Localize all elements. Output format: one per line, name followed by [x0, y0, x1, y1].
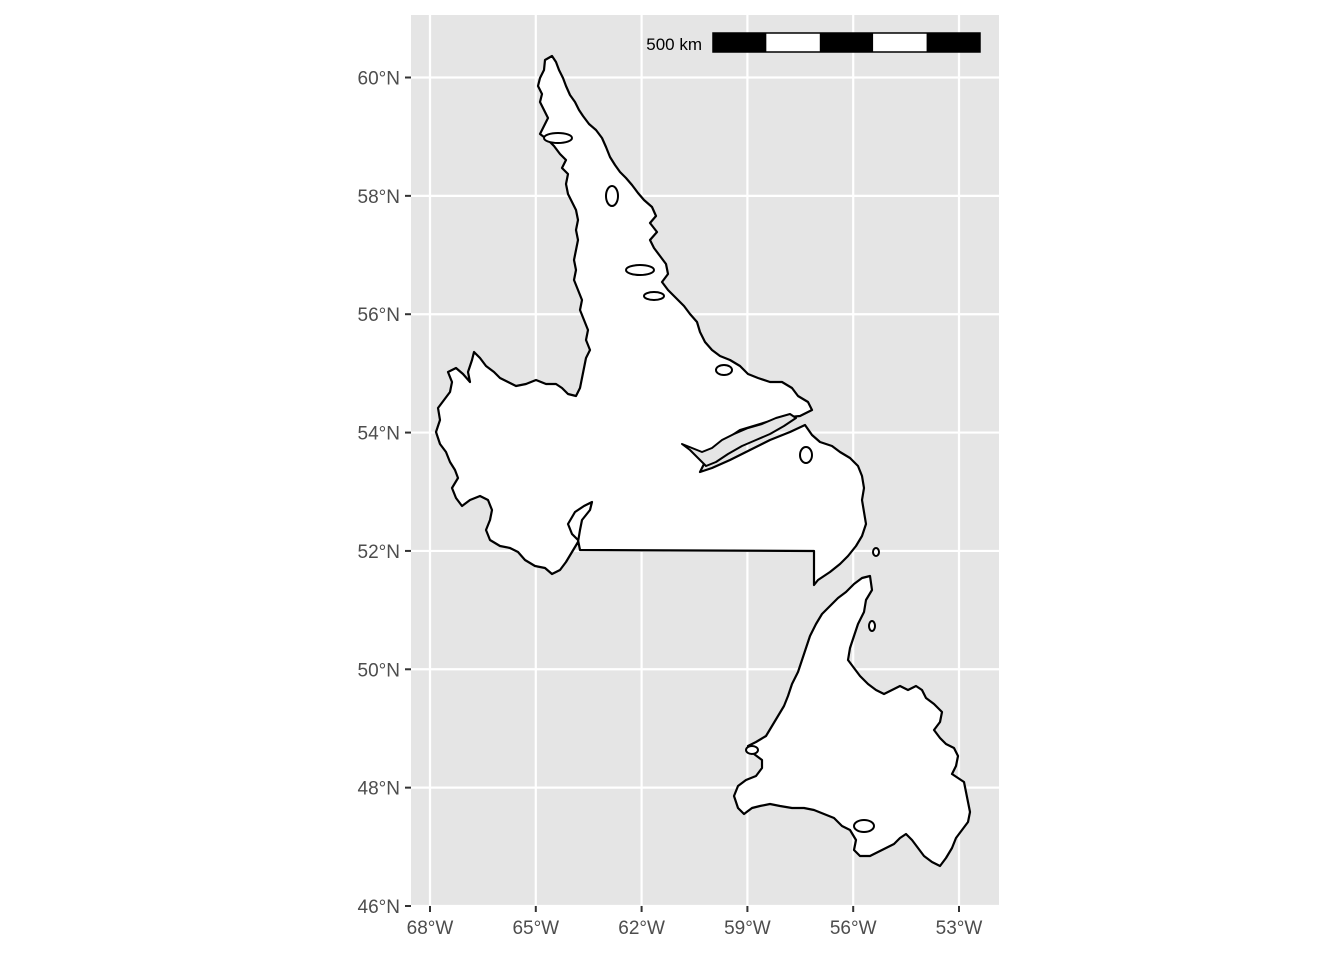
y-tick-label: 56°N — [358, 305, 400, 326]
y-tick-label: 60°N — [358, 69, 400, 90]
scale-bar-segments — [712, 32, 981, 53]
island — [643, 291, 665, 301]
newfoundland-island — [732, 574, 972, 868]
x-tick-label: 56°W — [830, 918, 877, 939]
island — [605, 185, 619, 207]
x-axis: 68°W 65°W 62°W 59°W 56°W 53°W — [407, 906, 983, 939]
x-tick-label: 65°W — [512, 918, 559, 939]
x-tick-label: 53°W — [936, 918, 983, 939]
scale-bar-segment — [819, 33, 874, 52]
y-tick-label: 50°N — [358, 660, 400, 681]
coastal-islands — [543, 132, 880, 833]
island — [715, 364, 733, 376]
y-tick-label: 46°N — [358, 897, 400, 918]
island — [872, 547, 880, 557]
x-tick-label: 59°W — [724, 918, 771, 939]
x-tick-label: 68°W — [407, 918, 454, 939]
scale-bar-segment — [713, 33, 767, 52]
y-tick-label: 52°N — [358, 542, 400, 563]
x-tick-label: 62°W — [618, 918, 665, 939]
scale-bar-label: 500 km — [646, 35, 702, 54]
island — [543, 132, 573, 144]
island — [799, 446, 813, 464]
labrador-landmass — [434, 54, 868, 587]
island — [853, 819, 875, 833]
island — [625, 264, 655, 276]
y-tick-label: 54°N — [358, 424, 400, 445]
scale-bar-segment — [873, 33, 927, 52]
y-tick-label: 58°N — [358, 187, 400, 208]
scale-bar: 500 km — [646, 32, 981, 54]
lake-melville — [681, 413, 797, 467]
scale-bar-outline — [712, 32, 981, 53]
scale-bar-segment — [926, 33, 980, 52]
island — [745, 745, 759, 755]
y-axis: 46°N 48°N 50°N 52°N 54°N 56°N 58°N 60°N — [358, 69, 411, 918]
y-tick-label: 48°N — [358, 779, 400, 800]
scale-bar-segment — [766, 33, 820, 52]
island — [868, 620, 876, 632]
